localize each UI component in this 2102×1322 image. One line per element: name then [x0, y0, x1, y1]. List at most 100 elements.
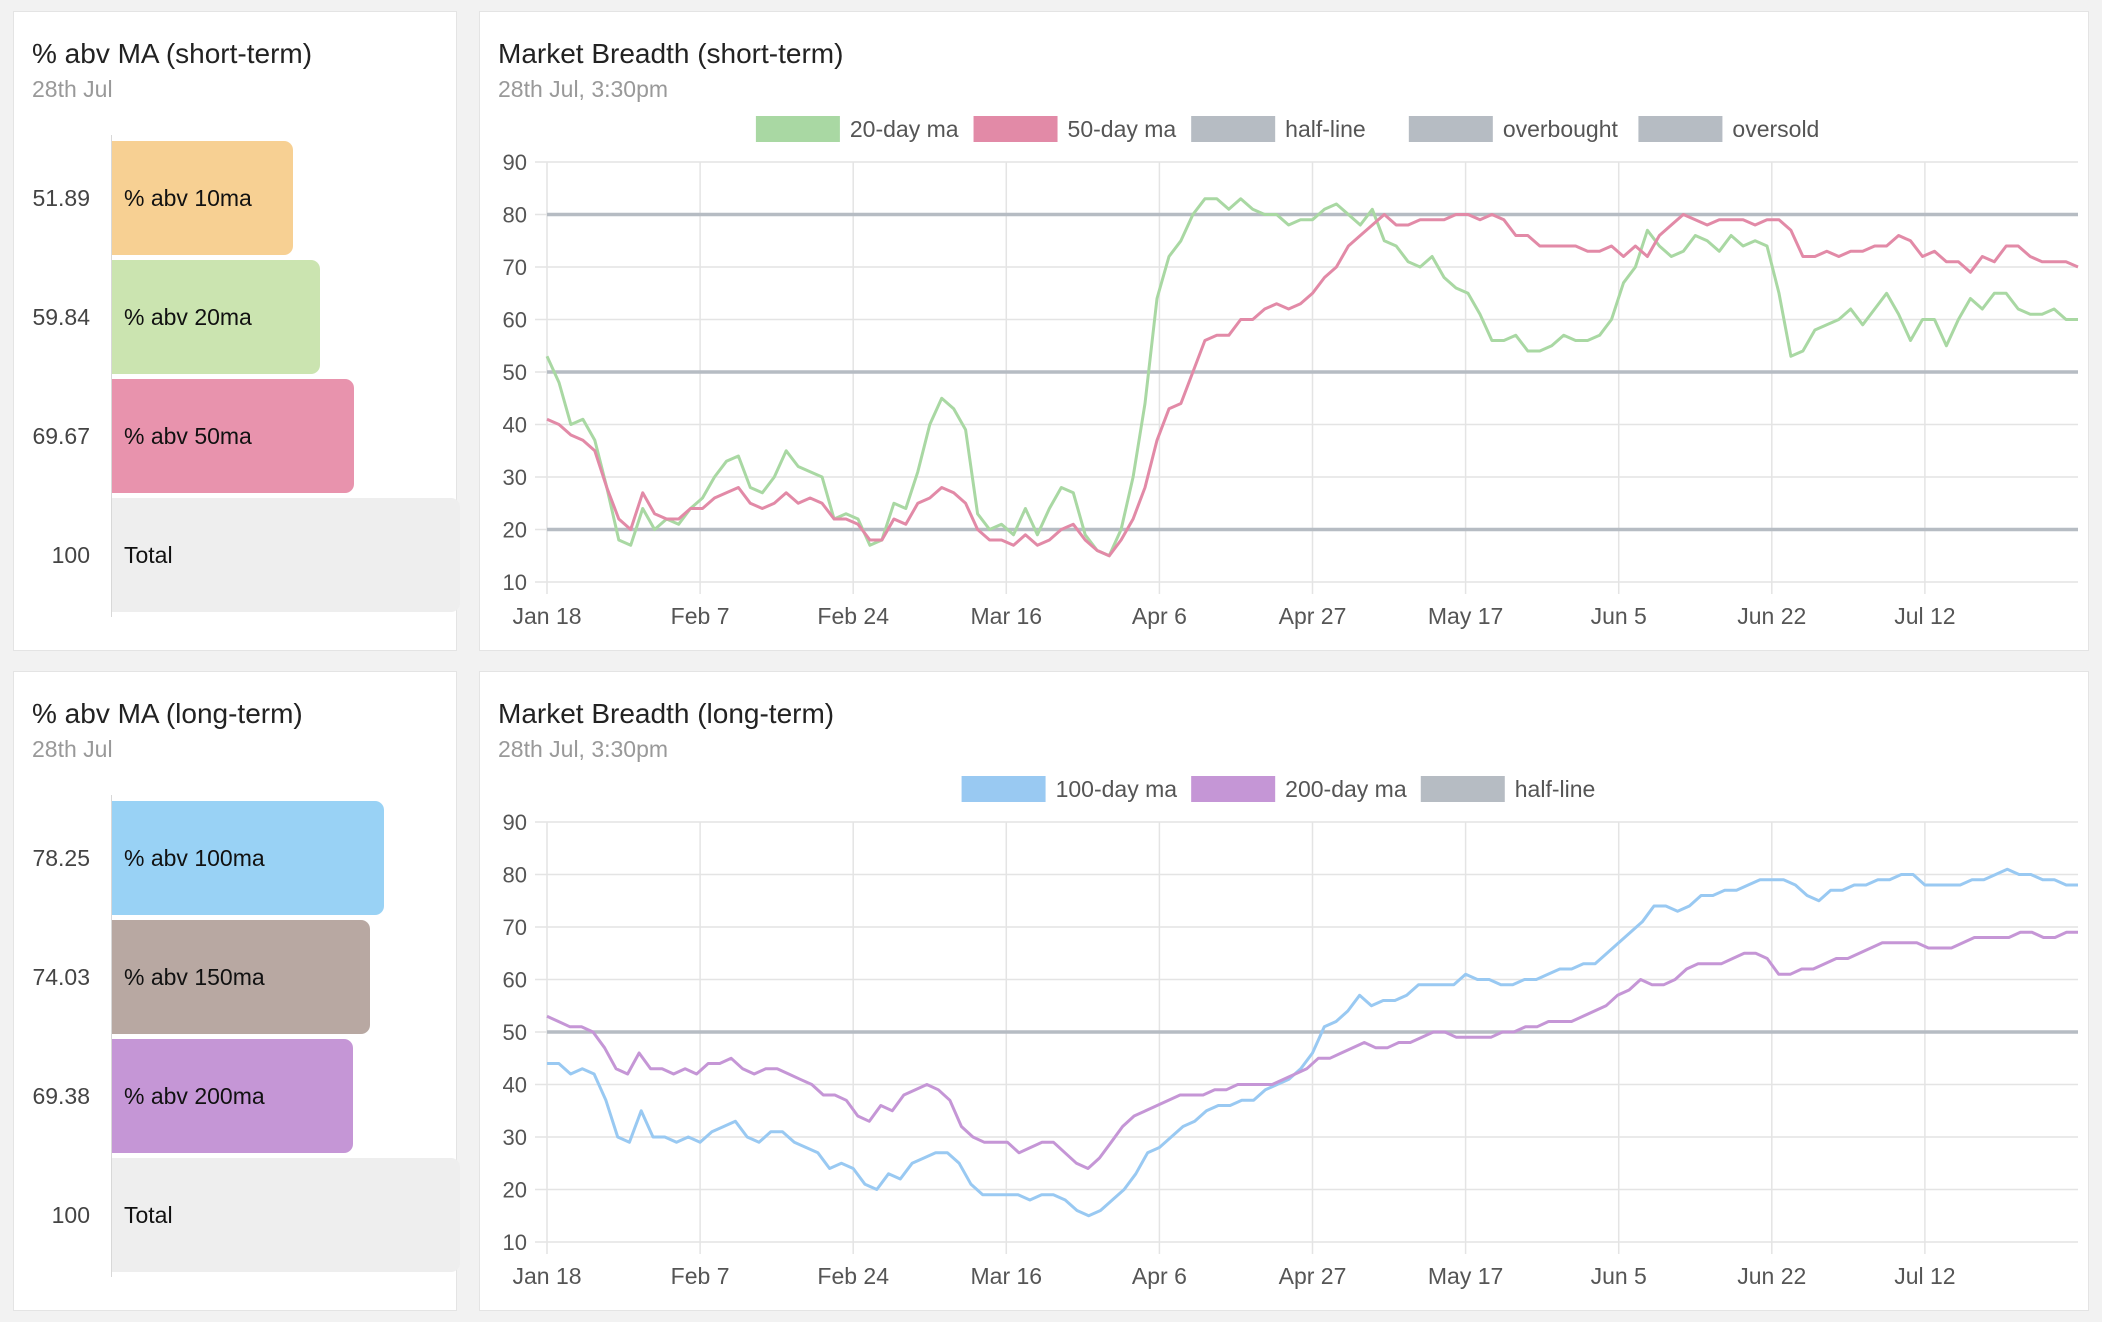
- short-term-bars-date: 28th Jul: [32, 76, 113, 102]
- bar-rect: [112, 1039, 354, 1153]
- y-tick-label: 30: [503, 465, 527, 490]
- legend-item: 50-day ma: [973, 116, 1176, 142]
- short-term-line-card: Market Breadth (short-term) 28th Jul, 3:…: [479, 11, 2089, 651]
- y-tick-label: 40: [503, 413, 527, 438]
- y-tick-label: 20: [503, 1178, 527, 1203]
- y-tick-label: 90: [503, 150, 527, 175]
- legend-label: 100-day ma: [1056, 776, 1178, 802]
- long-term-bars-date: 28th Jul: [32, 736, 113, 762]
- bar-value: 78.25: [32, 845, 90, 871]
- bar-rect: [112, 260, 321, 374]
- y-tick-label: 70: [503, 915, 527, 940]
- x-tick-label: Apr 27: [1279, 603, 1347, 629]
- y-tick-label: 40: [503, 1073, 527, 1098]
- legend-item: 100-day ma: [961, 776, 1178, 802]
- legend-label: 20-day ma: [850, 116, 959, 142]
- bar-row: 59.84 % abv 20ma: [14, 260, 456, 374]
- short-term-bars-title: % abv MA (short-term): [32, 38, 313, 69]
- x-tick-label: Jun 5: [1591, 603, 1647, 629]
- legend-item: 200-day ma: [1191, 776, 1407, 802]
- x-tick-label: Jan 18: [512, 603, 581, 629]
- bar-label: % abv 50ma: [124, 423, 252, 449]
- y-tick-label: 50: [503, 360, 527, 385]
- legend-swatch: [1420, 776, 1505, 802]
- x-tick-label: Apr 6: [1132, 1263, 1187, 1289]
- bar-row: 51.89 % abv 10ma: [14, 141, 456, 255]
- x-tick-label: Jan 18: [512, 1263, 581, 1289]
- legend-label: 200-day ma: [1285, 776, 1407, 802]
- legend-label: half-line: [1515, 776, 1596, 802]
- series-line-20-day-ma: [545, 197, 2078, 558]
- short-term-line-chart: 10 20 30 40 50 60 70 80 90 Jan 18 Feb 7 Feb 24 Mar 1…: [503, 116, 2079, 629]
- x-tick-label: Apr 6: [1132, 603, 1187, 629]
- bar-value: 51.89: [32, 185, 90, 211]
- bar-value: 69.38: [32, 1083, 90, 1109]
- short-term-bars-card: % abv MA (short-term) 28th Jul 51.89 % ab…: [13, 11, 460, 651]
- bar-row: 78.25 % abv 100ma: [14, 801, 456, 915]
- x-tick-label: Feb 24: [817, 1263, 889, 1289]
- long-term-line-card: Market Breadth (long-term) 28th Jul, 3:3…: [479, 671, 2089, 1311]
- bar-row: 100 Total: [14, 1158, 460, 1272]
- series-line-50-day-ma: [546, 213, 2079, 558]
- bar-label: % abv 20ma: [124, 304, 252, 330]
- bar-axis-line: [111, 135, 112, 617]
- legend-item: oversold: [1638, 116, 1819, 142]
- bar-row: 69.67 % abv 50ma: [14, 379, 456, 493]
- series-line-200-day-ma: [546, 930, 2078, 1170]
- bar-label: % abv 200ma: [124, 1083, 265, 1109]
- x-tick-label: Feb 7: [671, 1263, 730, 1289]
- x-tick-label: Jun 22: [1737, 1263, 1806, 1289]
- bar-value: 100: [51, 542, 90, 568]
- bar-rect: [112, 498, 460, 612]
- legend-label: oversold: [1732, 116, 1819, 142]
- bar-row: 100 Total: [14, 498, 460, 612]
- y-tick-label: 80: [503, 863, 527, 888]
- y-tick-label: 30: [503, 1125, 527, 1150]
- legend-swatch: [961, 776, 1046, 802]
- y-tick-label: 10: [503, 570, 527, 595]
- x-tick-label: Jun 22: [1737, 603, 1806, 629]
- legend-item: half-line: [1420, 776, 1596, 802]
- long-term-line-chart: 10 20 30 40 50 60 70 80 90 Jan 18 Feb 7 Feb 24 Mar 1…: [503, 776, 2078, 1289]
- x-tick-label: May 17: [1428, 603, 1503, 629]
- bar-rect: [112, 1158, 460, 1272]
- legend-item: half-line: [1191, 116, 1366, 142]
- y-tick-label: 80: [503, 203, 527, 228]
- legend-swatch: [973, 116, 1058, 142]
- long-term-bar-chart: 78.25% abv 100ma 74.03% abv 150ma 69.38% a…: [14, 672, 460, 1310]
- bar-rect: [112, 801, 385, 915]
- short-term-line-title: Market Breadth (short-term): [498, 38, 844, 69]
- y-tick-label: 10: [503, 1230, 527, 1255]
- y-tick-label: 60: [503, 308, 527, 333]
- short-term-line-timestamp: 28th Jul, 3:30pm: [498, 76, 669, 102]
- y-tick-label: 90: [503, 810, 527, 835]
- x-tick-label: Apr 27: [1279, 1263, 1347, 1289]
- bar-rect: [112, 141, 293, 255]
- bar-value: 100: [51, 1202, 90, 1228]
- x-tick-label: Mar 16: [971, 603, 1043, 629]
- legend-swatch: [1408, 116, 1493, 142]
- legend-swatch: [1638, 116, 1723, 142]
- bar-rect: [112, 379, 355, 493]
- long-term-bars-title: % abv MA (long-term): [32, 698, 303, 729]
- bar-axis-line: [111, 795, 112, 1277]
- legend-swatch: [1191, 116, 1276, 142]
- legend-label: overbought: [1503, 116, 1619, 142]
- bar-rect: [112, 920, 370, 1034]
- long-term-line-timestamp: 28th Jul, 3:30pm: [498, 736, 669, 762]
- bar-value: 69.67: [32, 423, 90, 449]
- x-tick-label: Feb 24: [817, 603, 889, 629]
- x-tick-label: Jun 5: [1591, 1263, 1647, 1289]
- legend-item: overbought: [1408, 116, 1619, 142]
- x-tick-label: Jul 12: [1894, 603, 1955, 629]
- y-tick-label: 60: [503, 968, 527, 993]
- x-tick-label: Feb 7: [671, 603, 730, 629]
- bar-label: % abv 150ma: [124, 964, 265, 990]
- y-tick-label: 20: [503, 518, 527, 543]
- bar-label: % abv 10ma: [124, 185, 252, 211]
- long-term-bars-card: % abv MA (long-term) 28th Jul 78.25 % abv…: [13, 671, 460, 1311]
- bar-value: 74.03: [32, 964, 90, 990]
- short-term-bar-chart: 51.89% abv 10ma 59.84% abv 20ma 69.67% abv…: [14, 12, 460, 650]
- y-tick-label: 70: [503, 255, 527, 280]
- legend-item: 20-day ma: [755, 116, 959, 142]
